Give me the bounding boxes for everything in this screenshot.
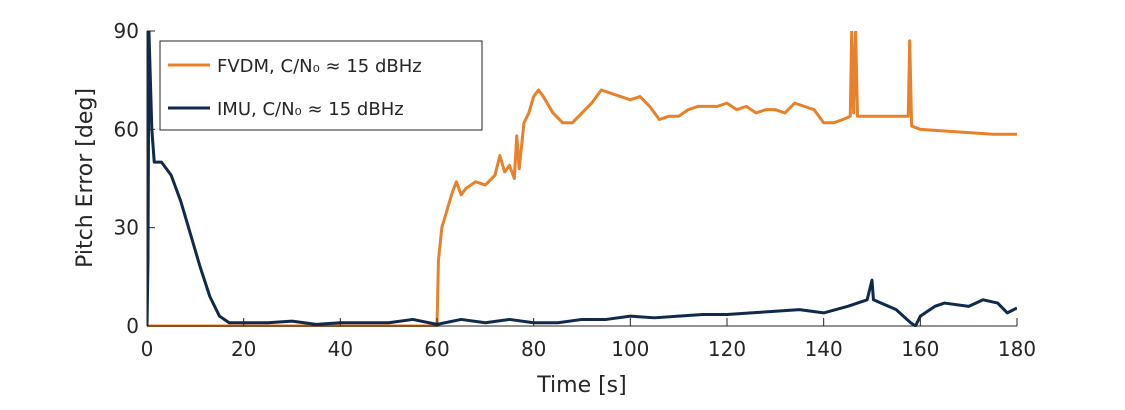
x-axis-label: Time [s] [536,373,626,398]
legend-label: FVDM, C/N₀ ≈ 15 dBHz [217,56,422,77]
x-tick-label: 140 [805,337,843,361]
y-tick-label: 30 [114,216,139,240]
x-tick-label: 80 [521,337,546,361]
x-tick-label: 160 [901,337,939,361]
x-tick-label: 120 [708,337,746,361]
y-axis-label: Pitch Error [deg] [73,88,98,268]
x-tick-label: 20 [231,337,256,361]
data-line [147,31,1017,327]
x-tick-label: 60 [424,337,449,361]
legend-box [159,40,483,131]
x-tick-label: 100 [611,337,649,361]
y-tick-label: 60 [114,117,139,141]
y-tick-label: 0 [126,314,139,338]
x-tick-label: 40 [328,337,353,361]
data-line [147,31,1017,327]
y-tick-label: 90 [114,19,139,43]
legend-label: IMU, C/N₀ ≈ 15 dBHz [217,99,404,120]
x-tick-label: 0 [141,337,154,361]
x-tick-label: 180 [998,337,1036,361]
plot-area [147,31,1017,327]
